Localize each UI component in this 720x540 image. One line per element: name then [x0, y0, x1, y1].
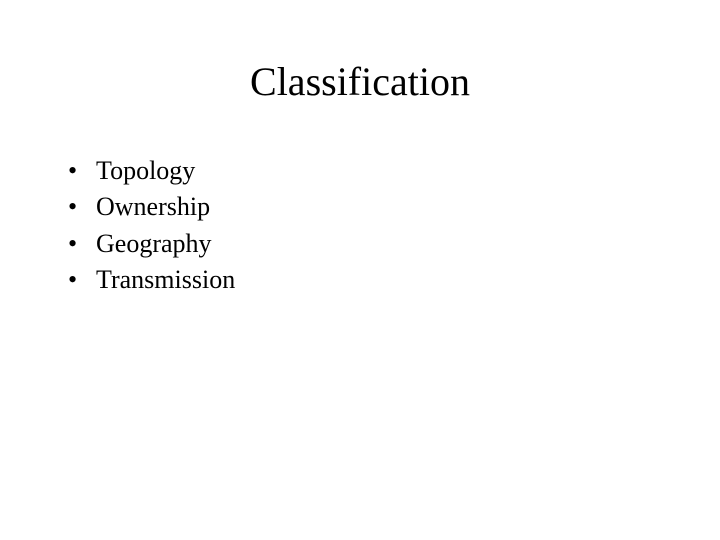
list-item: Ownership [68, 189, 720, 225]
list-item: Topology [68, 153, 720, 189]
slide-container: Classification Topology Ownership Geogra… [0, 0, 720, 540]
list-item: Transmission [68, 262, 720, 298]
bullet-list: Topology Ownership Geography Transmissio… [0, 153, 720, 299]
slide-title: Classification [0, 58, 720, 105]
list-item: Geography [68, 226, 720, 262]
